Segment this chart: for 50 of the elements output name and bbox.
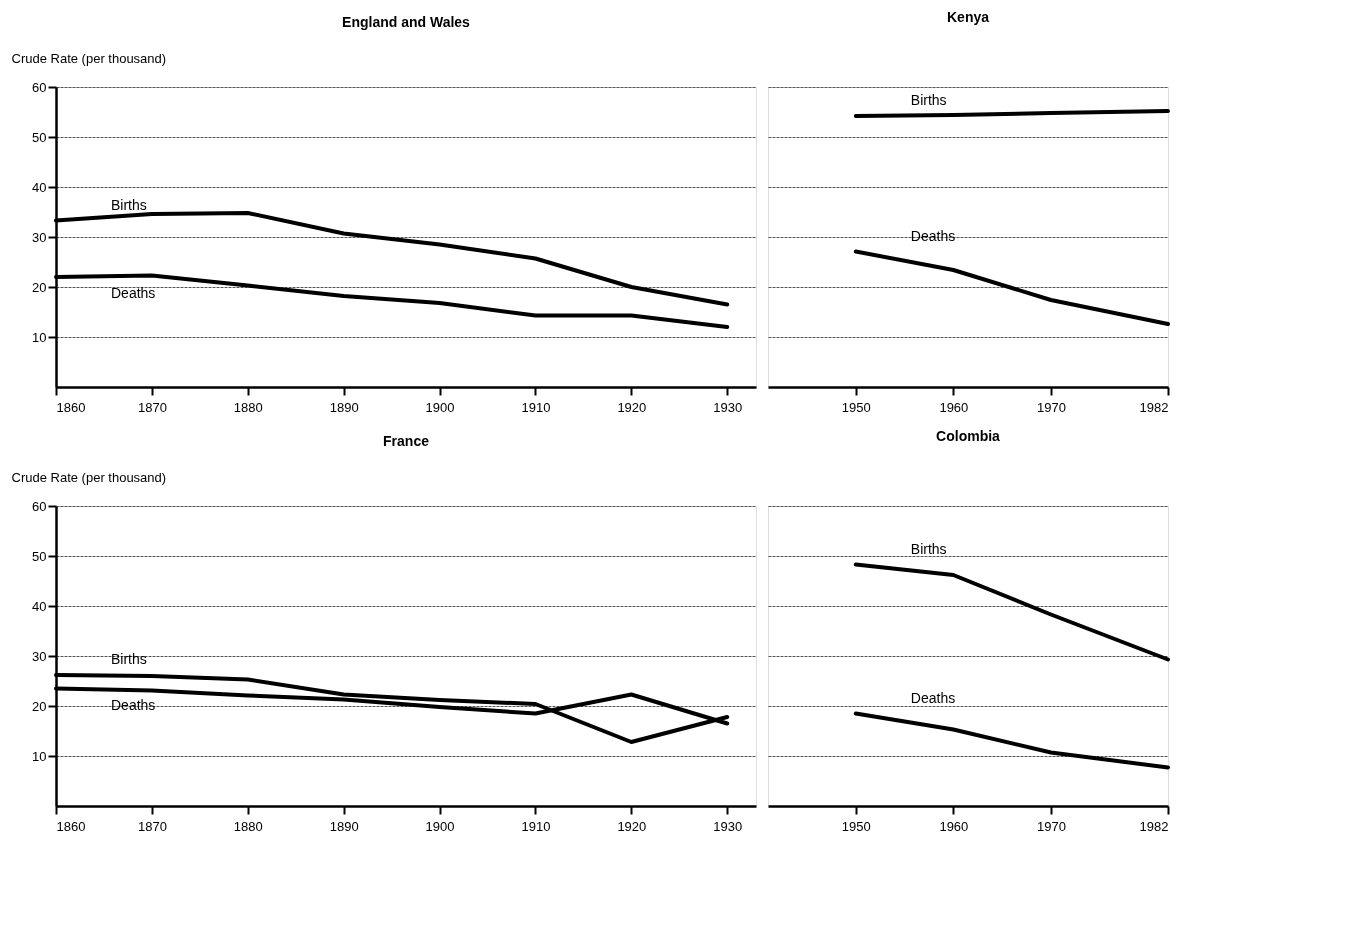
series-label: Births [910,92,947,108]
series-label: Deaths [910,689,956,706]
y-axis-title: Crude Rate (per thousand) [11,469,167,485]
y-tick-label: 40 [32,179,47,195]
y-tick-label: 60 [32,498,47,514]
y-tick-label: 40 [32,598,47,614]
y-axis-title: Crude Rate (per thousand) [11,50,167,66]
x-tick-label: 1930 [713,399,743,415]
y-tick-label: 10 [32,329,47,345]
x-tick-label: 1870 [137,818,167,834]
y-tick-label: 30 [32,648,47,664]
y-tick-label: 50 [32,548,47,564]
x-tick-label: 1950 [841,399,871,415]
x-tick-label: 1860 [56,399,86,415]
chart-title: France [383,433,430,449]
chart-title: Colombia [936,428,1001,444]
x-tick-label: 1890 [329,399,359,415]
x-tick-label: 1890 [329,818,359,834]
y-tick-label: 20 [32,698,47,714]
x-tick-label: 1930 [713,818,743,834]
y-tick-label: 60 [32,79,47,95]
x-tick-label: 1880 [233,818,263,834]
x-tick-label: 1960 [939,818,969,834]
x-tick-label: 1970 [1036,818,1066,834]
x-tick-label: 1860 [56,818,86,834]
x-tick-label: 1900 [425,818,455,834]
x-tick-label: 1920 [617,399,647,415]
x-tick-label: 1950 [841,818,871,834]
x-tick-label: 1920 [617,818,647,834]
x-tick-label: 1910 [521,399,551,415]
x-tick-label: 1900 [425,399,455,415]
x-tick-label: 1910 [521,818,551,834]
y-tick-label: 10 [32,748,47,764]
series-label: Deaths [111,285,156,301]
series-label: Births [910,540,947,557]
x-tick-label: 1982 [1139,818,1169,834]
y-tick-label: 50 [32,129,47,145]
series-label: Births [111,196,147,213]
series-label: Deaths [910,227,956,244]
x-tick-label: 1880 [233,399,263,415]
y-tick-label: 30 [32,229,47,245]
series-label: Deaths [111,696,156,713]
chart-title: England and Wales [342,14,471,30]
x-tick-label: 1982 [1139,399,1169,415]
x-tick-label: 1970 [1036,399,1066,415]
x-tick-label: 1870 [137,399,167,415]
x-tick-label: 1960 [939,399,969,415]
chart-title: Kenya [946,9,990,25]
y-tick-label: 20 [32,279,47,295]
series-label: Births [111,651,147,667]
